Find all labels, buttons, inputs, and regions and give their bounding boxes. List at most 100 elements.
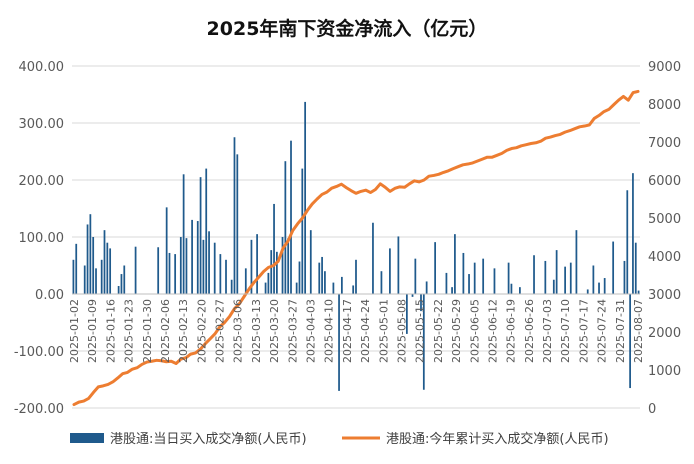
- bar: [270, 250, 273, 294]
- bar: [72, 259, 75, 294]
- bar: [157, 247, 160, 294]
- y-right-tick-label: 0: [648, 402, 656, 417]
- bar: [301, 168, 304, 294]
- x-tick-label: 2025-04-03: [305, 299, 318, 363]
- bar: [352, 285, 355, 294]
- bar: [103, 230, 106, 294]
- y-right-tick-label: 9000: [648, 60, 681, 75]
- x-tick-label: 2025-07-03: [541, 299, 554, 363]
- bar: [123, 265, 126, 294]
- x-tick-label: 2025-07-24: [596, 299, 609, 363]
- bar: [202, 239, 205, 294]
- y-right-tick-label: 6000: [648, 174, 681, 189]
- x-tick-label: 2025-05-22: [432, 299, 445, 363]
- bar: [340, 276, 343, 294]
- bar: [196, 221, 199, 294]
- bar-layer: [72, 101, 640, 391]
- bar: [281, 237, 284, 294]
- x-tick-label: 2025-04-24: [359, 299, 372, 363]
- bar: [507, 262, 510, 294]
- bar: [168, 252, 171, 294]
- bar: [89, 214, 92, 294]
- x-tick-label: 2025-08-07: [632, 299, 645, 363]
- bar: [411, 294, 414, 297]
- x-tick-label: 2025-03-20: [268, 299, 281, 363]
- bar: [338, 294, 340, 391]
- axis-layer: -200.00 -100.00 0.00 100.00 200.00 300.00 400.…: [14, 60, 681, 417]
- bar: [182, 174, 185, 294]
- bar: [250, 239, 253, 294]
- bar: [434, 242, 436, 294]
- bar: [95, 268, 97, 294]
- y-left-tick-label: 400.00: [19, 60, 65, 75]
- y-left-tick-label: -100.00: [14, 345, 64, 360]
- bar: [324, 271, 326, 294]
- bar: [185, 238, 188, 294]
- x-tick-label: 2025-01-09: [86, 299, 99, 363]
- x-tick-label: 2025-02-27: [214, 299, 227, 363]
- x-tick-label: 2025-03-06: [232, 299, 245, 363]
- bar: [165, 207, 168, 294]
- y-right-tick-label: 5000: [648, 212, 681, 227]
- bar: [233, 137, 236, 294]
- bar: [420, 294, 422, 312]
- bar: [629, 294, 631, 389]
- bar: [290, 140, 292, 294]
- bar: [355, 259, 357, 294]
- y-left-tick-label: -200.00: [14, 402, 64, 417]
- bar: [236, 154, 239, 294]
- bar: [533, 255, 535, 294]
- y-left-tick-label: 200.00: [19, 174, 65, 189]
- legend-line-label: 港股通:今年累计买入成交净额(人民币): [386, 431, 609, 447]
- bar: [575, 230, 578, 294]
- y-right-tick-label: 7000: [648, 136, 681, 151]
- x-tick-label: 2025-05-08: [395, 299, 408, 363]
- bar: [179, 237, 182, 294]
- x-tick-label: 2025-01-23: [123, 299, 136, 363]
- bar: [626, 190, 629, 294]
- x-tick-label: 2025-02-13: [177, 299, 190, 363]
- chart-title: 2025年南下资金净流入（亿元）: [206, 18, 488, 40]
- bar: [555, 250, 558, 294]
- bar: [298, 261, 301, 294]
- line-layer: [72, 89, 640, 407]
- bar: [75, 243, 78, 294]
- bar: [244, 268, 247, 294]
- bar: [372, 222, 374, 294]
- bar: [445, 272, 448, 294]
- x-tick-label: 2025-05-29: [450, 299, 463, 363]
- y-right-tick-label: 2000: [648, 326, 681, 341]
- x-tick-label: 2025-07-17: [577, 299, 590, 363]
- bar: [205, 168, 208, 294]
- bar: [321, 256, 323, 294]
- bar: [199, 177, 202, 294]
- bar: [389, 248, 391, 294]
- bar: [174, 254, 177, 294]
- bar: [86, 224, 89, 294]
- bar: [397, 236, 400, 294]
- bar: [276, 251, 278, 294]
- bar: [256, 234, 258, 294]
- bar: [482, 258, 485, 294]
- bar: [564, 266, 566, 294]
- bar: [637, 290, 640, 294]
- bar: [318, 262, 321, 294]
- bar: [109, 248, 112, 294]
- x-tick-label: 2025-03-13: [250, 299, 263, 363]
- bar: [519, 287, 521, 294]
- y-right-tick-label: 1000: [648, 364, 681, 379]
- bar: [544, 260, 547, 294]
- x-tick-label: 2025-05-15: [414, 299, 427, 363]
- bar: [304, 101, 307, 294]
- bar: [213, 242, 216, 294]
- bar: [380, 271, 383, 294]
- x-tick-label: 2025-06-19: [505, 299, 518, 363]
- bar: [623, 260, 626, 294]
- bar: [92, 237, 95, 294]
- bar: [414, 258, 417, 294]
- bar: [225, 259, 227, 294]
- x-tick-label: 2025-02-06: [159, 299, 172, 363]
- x-tick-label: 2025-04-17: [341, 299, 354, 363]
